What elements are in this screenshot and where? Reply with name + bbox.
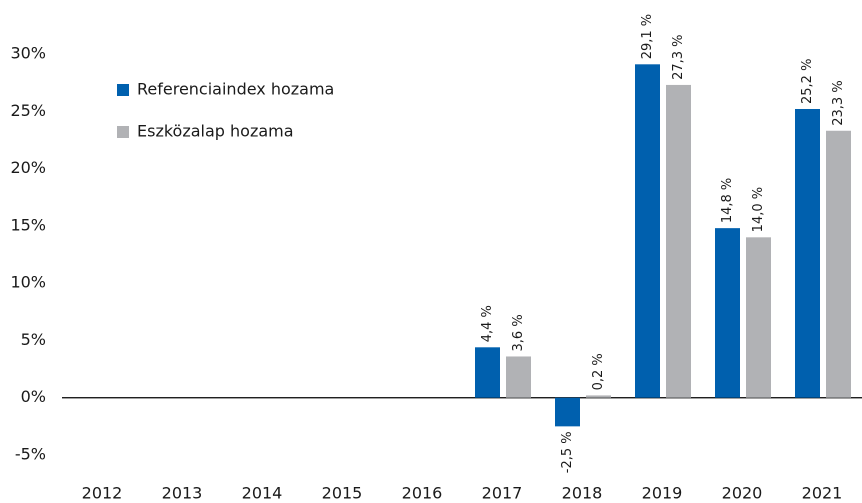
data-label: 29,1 % xyxy=(640,14,655,59)
y-tick-label: 10% xyxy=(10,273,46,292)
data-label: 14,8 % xyxy=(720,178,735,223)
bar xyxy=(666,84,691,398)
x-tick-label: 2019 xyxy=(642,484,683,503)
data-label: 27,3 % xyxy=(671,34,686,79)
legend-swatch xyxy=(117,126,129,138)
y-tick-label: 15% xyxy=(10,215,46,234)
y-tick-label: -5% xyxy=(15,445,46,464)
data-label: 25,2 % xyxy=(800,59,815,104)
bar xyxy=(635,64,660,398)
bar xyxy=(715,228,740,398)
bar xyxy=(826,130,851,398)
data-label: -2,5 % xyxy=(560,431,575,473)
y-tick-label: 20% xyxy=(10,158,46,177)
x-tick-label: 2012 xyxy=(82,484,123,503)
bar xyxy=(795,108,820,398)
x-tick-label: 2018 xyxy=(562,484,603,503)
data-label: 14,0 % xyxy=(751,187,766,232)
y-tick-label: 30% xyxy=(10,44,46,63)
bar xyxy=(506,356,531,398)
x-tick-label: 2014 xyxy=(242,484,283,503)
x-tick-label: 2021 xyxy=(802,484,843,503)
x-tick-label: 2016 xyxy=(402,484,443,503)
bar xyxy=(555,397,580,427)
y-tick-label: 25% xyxy=(10,101,46,120)
y-tick-label: 0% xyxy=(21,387,46,406)
y-tick-label: 5% xyxy=(21,330,46,349)
legend-swatch xyxy=(117,84,129,96)
data-label: 23,3 % xyxy=(831,80,846,125)
bar xyxy=(475,347,500,398)
legend-label: Referenciaindex hozama xyxy=(137,80,334,99)
data-label: 0,2 % xyxy=(591,353,606,390)
legend-label: Eszközalap hozama xyxy=(137,122,294,141)
x-tick-label: 2017 xyxy=(482,484,523,503)
x-tick-label: 2020 xyxy=(722,484,763,503)
data-label: 3,6 % xyxy=(511,314,526,351)
data-label: 4,4 % xyxy=(480,305,495,342)
x-tick-label: 2015 xyxy=(322,484,363,503)
bar xyxy=(586,395,611,398)
x-tick-label: 2013 xyxy=(162,484,203,503)
bar xyxy=(746,237,771,398)
